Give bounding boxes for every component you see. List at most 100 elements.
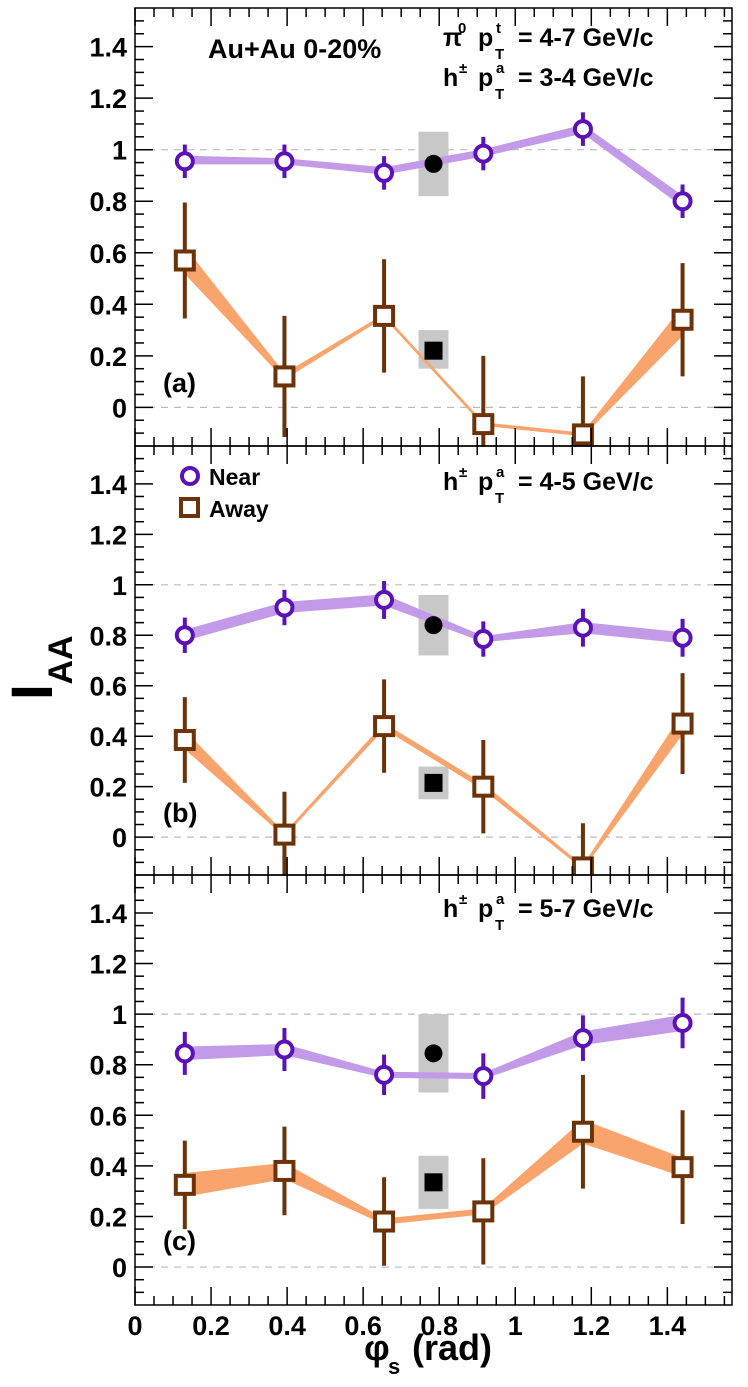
away-point <box>571 1120 594 1143</box>
y-tick-label: 0 <box>112 393 127 423</box>
away-point <box>571 423 594 446</box>
trigger-p-sup: t <box>496 20 501 37</box>
panel-label-b: (b) <box>163 798 197 828</box>
near-average-point <box>424 616 443 635</box>
y-tick-label: 1.4 <box>89 33 127 63</box>
x-axis-title-sub: s <box>388 1354 400 1379</box>
near-average-point <box>424 1044 443 1063</box>
assoc-range: = 4-5 GeV/c <box>518 468 654 496</box>
away-point <box>373 304 396 327</box>
x-tick-label: 0.8 <box>420 1311 458 1341</box>
panel-label-c: (c) <box>163 1226 196 1256</box>
panel-b <box>135 581 732 875</box>
away-point <box>373 1210 396 1233</box>
x-tick-label: 1 <box>508 1311 523 1341</box>
trigger-p: p <box>478 24 493 52</box>
y-tick-label: 1.2 <box>89 520 127 550</box>
y-tick-label: 1 <box>112 1000 127 1030</box>
near-point <box>572 119 593 140</box>
near-point <box>174 151 195 172</box>
assoc-p: p <box>478 468 493 496</box>
away-point <box>472 413 495 436</box>
away-point <box>273 365 296 388</box>
away-point <box>472 775 495 798</box>
assoc-h-sup: ± <box>459 60 467 77</box>
away-line <box>184 260 684 436</box>
x-axis-title-unit: (rad) <box>412 1327 492 1368</box>
away-average-point <box>424 1173 443 1192</box>
near-point <box>572 617 593 638</box>
assoc-label-c: h ± p a T = 5-7 GeV/c <box>443 891 654 934</box>
system-label: Au+Au 0-20% <box>208 34 381 64</box>
x-tick-label: 0.2 <box>192 1311 230 1341</box>
near-point <box>274 151 295 172</box>
near-average-point <box>424 154 443 173</box>
away-point <box>173 1173 196 1196</box>
away-point <box>173 728 196 751</box>
near-point <box>572 1028 593 1049</box>
assoc-label-a: h ± p a T = 3-4 GeV/c <box>443 60 654 103</box>
x-tick-label: 0.6 <box>344 1311 382 1341</box>
y-tick-label: 1.2 <box>89 84 127 114</box>
legend-near-label: Near <box>209 464 260 490</box>
legend-away-marker <box>179 497 200 518</box>
away-point <box>273 1159 296 1182</box>
near-point <box>174 625 195 646</box>
near-point <box>274 1039 295 1060</box>
near-point <box>374 589 395 610</box>
assoc-p-sub: T <box>495 86 504 103</box>
assoc-range: = 5-7 GeV/c <box>518 895 654 923</box>
plot-layer: 0 0.2 0.4 0.6 0.8 1 1.2 1.4 0 0.2 0.4 0.6 0.8 1 1.2 1.4… <box>89 7 733 1341</box>
assoc-range: = 3-4 GeV/c <box>518 64 654 92</box>
trigger-p-sub: T <box>495 46 504 63</box>
y-axis-title: I AA <box>0 635 80 700</box>
y-tick-label: 0.4 <box>89 1152 127 1182</box>
legend-away-label: Away <box>209 496 269 522</box>
away-point <box>671 1156 694 1179</box>
near-point <box>672 191 693 212</box>
panel-a <box>135 112 732 446</box>
near-point <box>672 1012 693 1033</box>
y-tick-label: 0.6 <box>89 672 127 702</box>
assoc-h-sup: ± <box>459 464 467 481</box>
near-point <box>374 162 395 183</box>
away-point <box>571 856 594 875</box>
near-point <box>374 1064 395 1085</box>
trigger-label-a: π 0 p t T = 4-7 GeV/c <box>443 20 654 63</box>
assoc-p-sub: T <box>495 917 504 934</box>
y-tick-label: 0.8 <box>89 621 127 651</box>
assoc-h-sup: ± <box>459 891 467 908</box>
trigger-symbol: π <box>443 24 462 52</box>
x-axis-title-main: φ <box>364 1327 390 1368</box>
y-axis-title-sub: AA <box>42 635 80 684</box>
assoc-p: p <box>478 64 493 92</box>
y-tick-label: 0.2 <box>89 342 127 372</box>
trigger-symbol-sup: 0 <box>458 20 466 37</box>
away-average-point <box>424 341 443 360</box>
near-point <box>672 627 693 648</box>
y-tick-label: 0.6 <box>89 1101 127 1131</box>
panel-label-a: (a) <box>163 368 196 398</box>
y-tick-label: 0.6 <box>89 239 127 269</box>
assoc-p-sup: a <box>496 464 505 481</box>
y-tick-label: 0.4 <box>89 722 127 752</box>
away-point <box>273 823 296 846</box>
legend: Near Away <box>179 464 269 522</box>
near-point <box>174 1043 195 1064</box>
y-tick-label: 0.8 <box>89 187 127 217</box>
x-tick-label: 1.4 <box>649 1311 687 1341</box>
trigger-range: = 4-7 GeV/c <box>518 24 654 52</box>
legend-near-marker <box>180 466 200 486</box>
near-point <box>473 143 494 164</box>
x-tick-label: 0 <box>127 1311 142 1341</box>
panel-c <box>135 997 732 1268</box>
away-line <box>184 1130 683 1223</box>
away-point <box>173 249 196 272</box>
x-axis-title: φ s (rad) <box>364 1327 492 1379</box>
x-tick-label: 0.4 <box>268 1311 306 1341</box>
y-tick-label: 0.2 <box>89 773 127 803</box>
y-tick-label: 1.4 <box>89 470 127 500</box>
assoc-h: h <box>443 468 458 496</box>
x-tick-label: 1.2 <box>573 1311 611 1341</box>
